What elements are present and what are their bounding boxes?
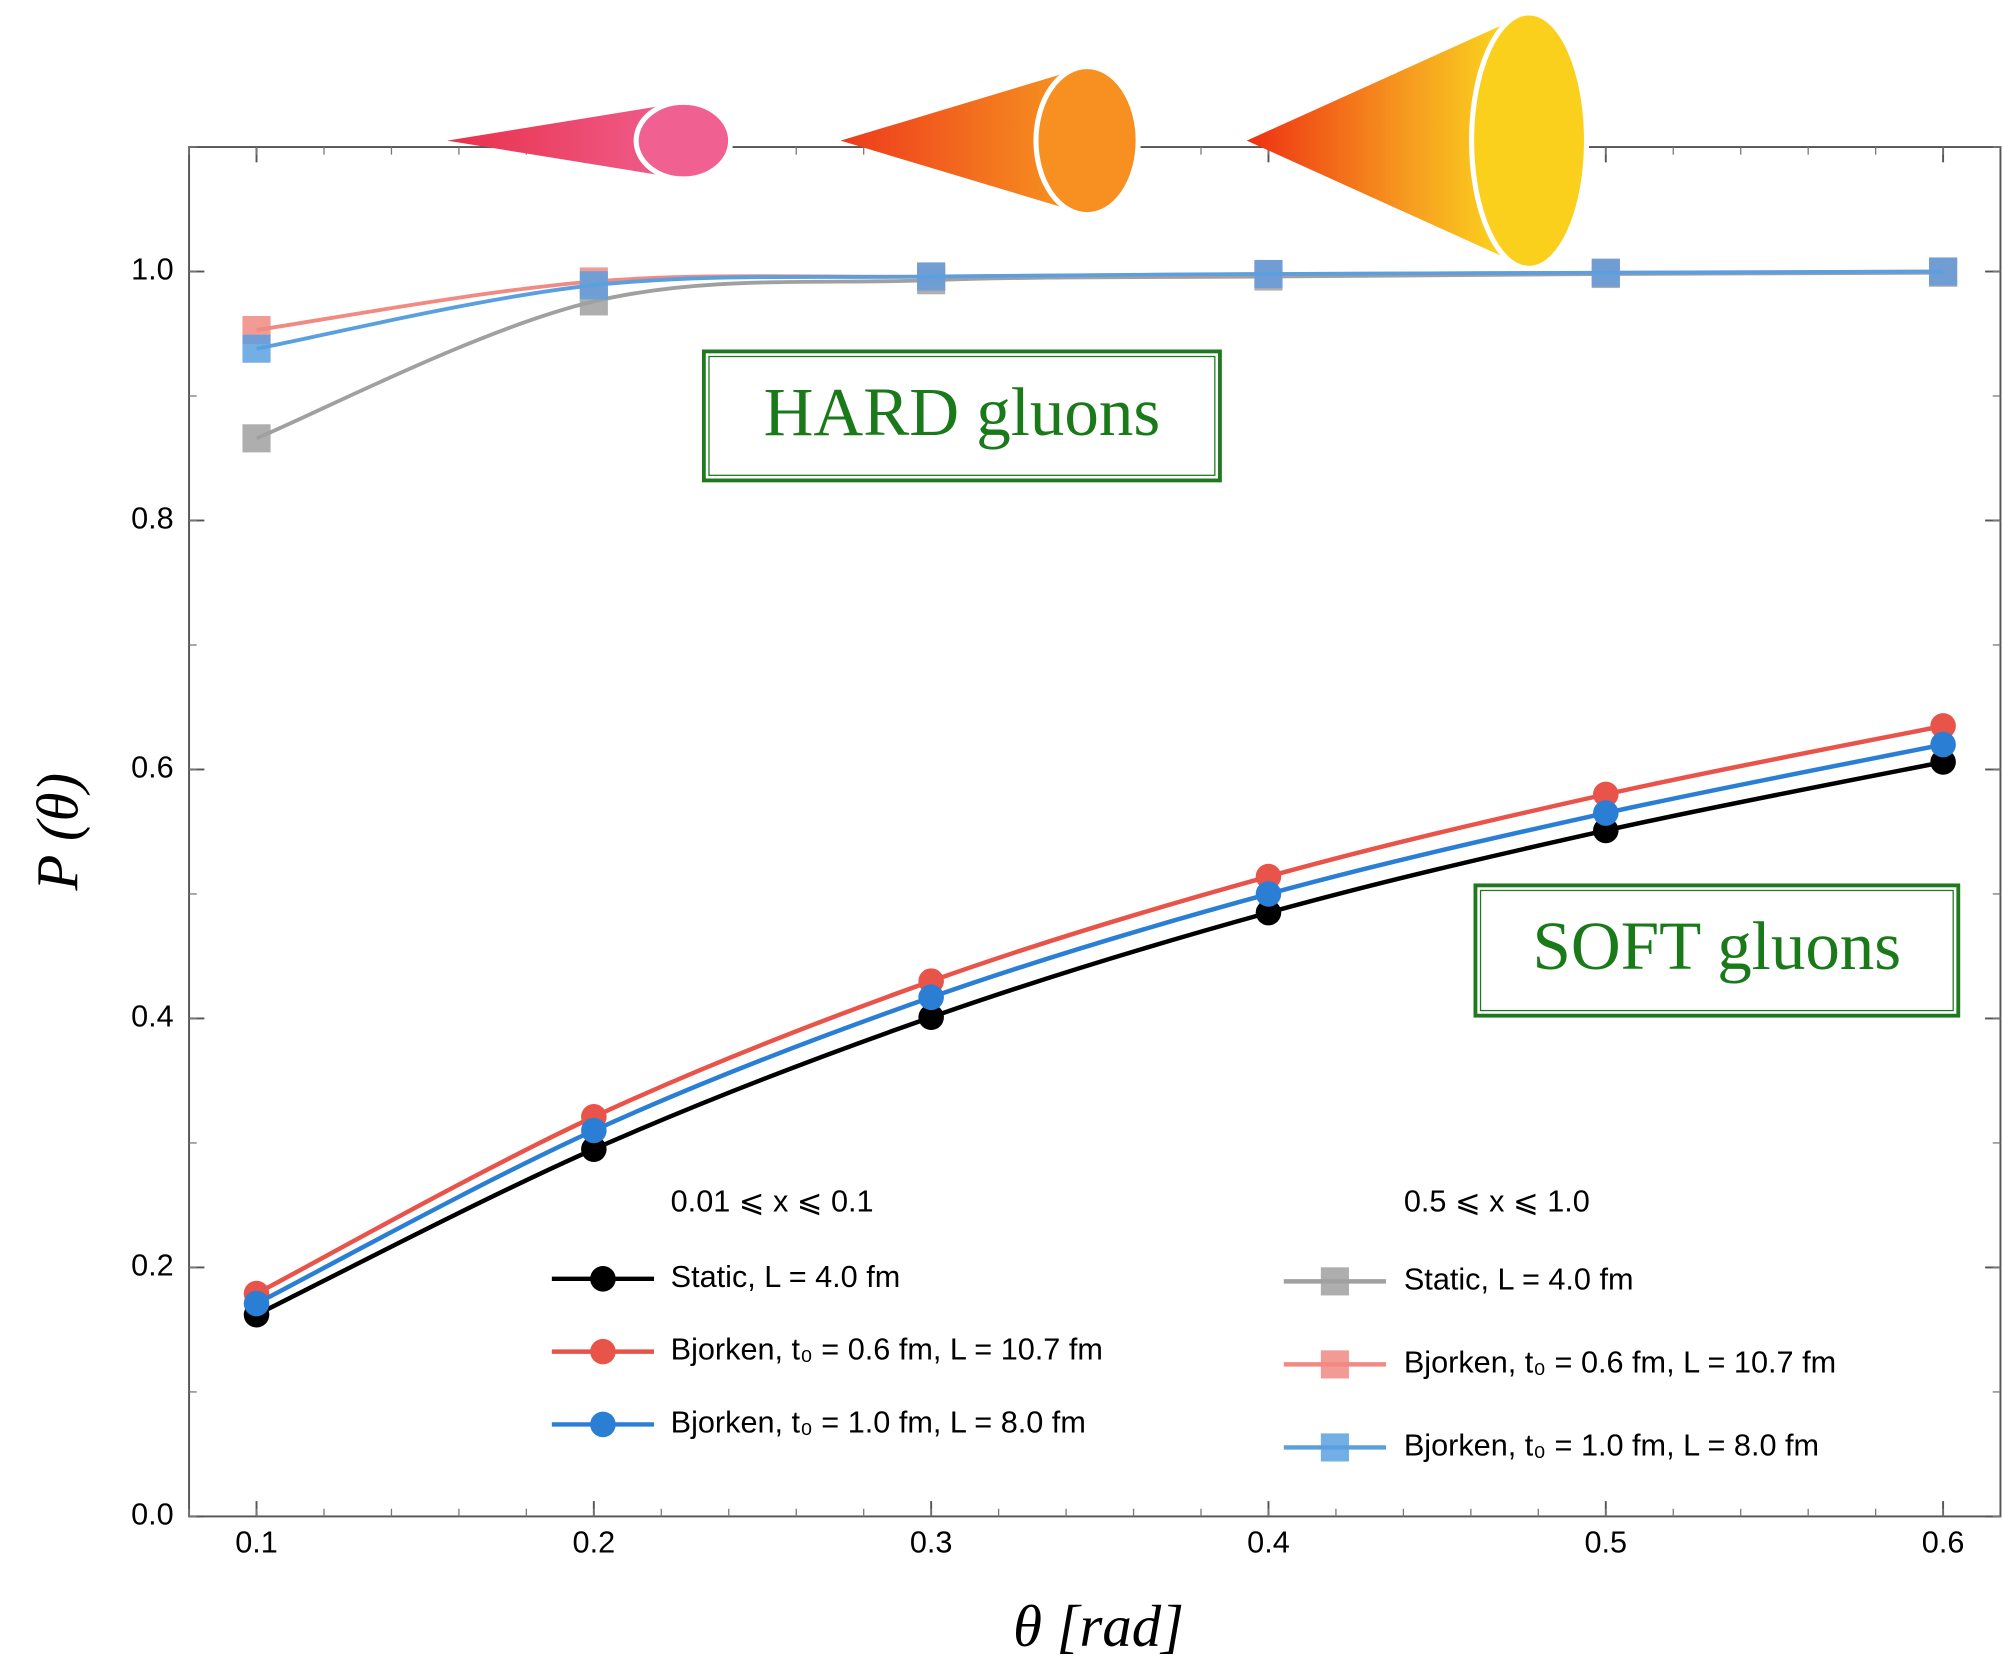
cone	[840, 66, 1088, 215]
cone-base	[633, 99, 734, 182]
marker	[1929, 257, 1958, 286]
marker	[1320, 1433, 1349, 1462]
x-tick-label: 0.2	[573, 1526, 616, 1560]
y-tick-label: 0.6	[131, 751, 174, 785]
marker	[1591, 258, 1620, 287]
marker	[1255, 881, 1282, 907]
cones	[447, 10, 1590, 271]
marker	[243, 1290, 270, 1317]
annotation-box	[1479, 889, 1954, 1012]
marker	[1320, 1350, 1349, 1379]
legend-title: 0.01 ⩽ x ⩽ 0.1	[671, 1185, 874, 1219]
legend-item: Bjorken, t₀ = 0.6 fm, L = 10.7 fm	[551, 1333, 1103, 1367]
series-line	[255, 723, 1944, 1296]
marker	[590, 1411, 616, 1438]
plot-content: 0.1 0.2 0.3 0.4 0.5 0.6 0.0 0.2 0.4 0.6 0.8 1.0 0.01…	[131, 146, 2001, 1560]
marker	[581, 1117, 607, 1144]
marker	[579, 271, 608, 300]
marker	[1593, 800, 1619, 826]
series-line	[255, 742, 1944, 1306]
y-tick-label: 0.4	[131, 1000, 174, 1034]
y-tick-label: 0.2	[131, 1249, 174, 1283]
x-tick-label: 0.6	[1922, 1526, 1965, 1560]
marker	[1255, 899, 1282, 926]
legend-title: 0.5 ⩽ x ⩽ 1.0	[1404, 1185, 1590, 1219]
marker	[1320, 1267, 1349, 1296]
series	[242, 257, 1958, 363]
x-tick-label: 0.4	[1247, 1526, 1290, 1560]
marker	[242, 424, 271, 453]
x-tick-label: 0.1	[235, 1526, 278, 1560]
marker	[918, 984, 944, 1011]
x-tick-label: 0.3	[910, 1526, 953, 1560]
y-tick-label: 1.0	[131, 253, 174, 287]
marker	[918, 1004, 944, 1030]
y-tick-label: 0.8	[131, 502, 174, 536]
legend-label: Static, L = 4.0 fm	[1404, 1262, 1634, 1296]
series-line	[256, 269, 1944, 332]
legend-item: Static, L = 4.0 fm	[1283, 1262, 1634, 1296]
marker	[1593, 781, 1619, 808]
marker	[590, 1338, 616, 1365]
marker	[581, 1136, 607, 1162]
legend-label: Static, L = 4.0 fm	[671, 1260, 901, 1294]
y-tick-label: 0.0	[131, 1498, 174, 1532]
legend-label: Bjorken, t₀ = 0.6 fm, L = 10.7 fm	[671, 1333, 1103, 1367]
annotation-box	[701, 349, 1222, 483]
y-axis-label: P (θ)	[25, 773, 90, 892]
legend-item: Bjorken, t₀ = 1.0 fm, L = 8.0 fm	[1283, 1429, 1819, 1463]
legend-item: Bjorken, t₀ = 0.6 fm, L = 10.7 fm	[1283, 1346, 1836, 1380]
series-line	[255, 759, 1944, 1317]
hard-box: HARD gluons	[701, 349, 1222, 483]
cone-base	[1469, 10, 1590, 271]
cone	[447, 102, 684, 179]
soft-box: SOFT gluons	[1473, 883, 1961, 1018]
cone-base	[1033, 63, 1141, 218]
legend-label: Bjorken, t₀ = 1.0 fm, L = 8.0 fm	[671, 1406, 1086, 1440]
series	[243, 731, 1956, 1317]
legend-item: Bjorken, t₀ = 1.0 fm, L = 8.0 fm	[551, 1406, 1086, 1440]
marker	[917, 262, 946, 291]
annotation: HARD gluons	[764, 374, 1161, 450]
series-line	[256, 269, 1944, 351]
marker	[590, 1266, 616, 1292]
marker	[1254, 259, 1283, 289]
legend-label: Bjorken, t₀ = 1.0 fm, L = 8.0 fm	[1404, 1429, 1819, 1463]
cone	[1246, 12, 1530, 269]
marker	[1930, 713, 1956, 739]
series	[243, 749, 1956, 1328]
marker	[1930, 731, 1956, 758]
annotation-box	[1473, 883, 1961, 1018]
x-axis-label: θ [rad]	[1013, 1594, 1184, 1659]
annotation: SOFT gluons	[1533, 908, 1902, 984]
legend-label: Bjorken, t₀ = 0.6 fm, L = 10.7 fm	[1404, 1346, 1836, 1380]
x-tick-label: 0.5	[1584, 1526, 1627, 1560]
marker	[242, 334, 271, 363]
annotation-box	[708, 355, 1216, 476]
legend-item: Static, L = 4.0 fm	[551, 1260, 901, 1294]
